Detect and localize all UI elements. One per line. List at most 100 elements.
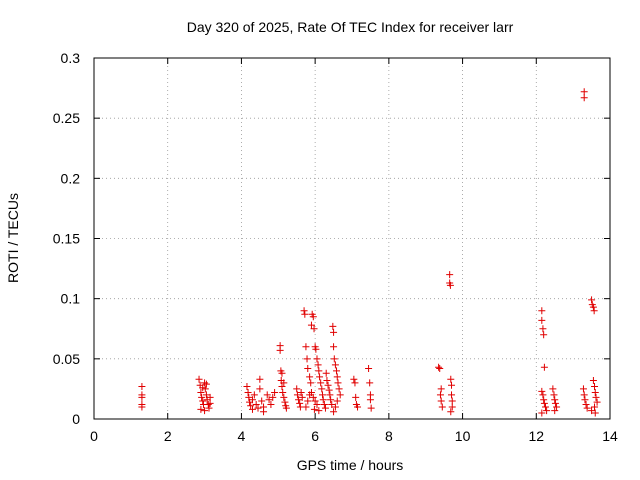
data-point — [539, 325, 547, 333]
grid-lines — [94, 58, 610, 419]
data-point — [580, 391, 588, 399]
data-point — [310, 325, 318, 333]
data-point — [256, 385, 264, 393]
data-point — [256, 375, 264, 383]
data-point — [591, 403, 599, 411]
data-point — [583, 404, 591, 412]
data-point — [293, 385, 301, 393]
data-point — [307, 321, 315, 329]
data-point — [248, 396, 256, 404]
data-point — [354, 403, 362, 411]
data-point — [313, 401, 321, 409]
data-point — [316, 373, 324, 381]
data-point — [366, 396, 374, 404]
data-point — [306, 391, 314, 399]
data-point — [589, 376, 597, 384]
data-point — [314, 361, 322, 369]
data-point — [248, 405, 256, 413]
data-point — [324, 381, 332, 389]
data-point — [138, 403, 146, 411]
data-point — [333, 397, 341, 405]
data-point — [592, 393, 600, 401]
data-point — [313, 355, 321, 363]
data-point — [538, 307, 546, 315]
data-point — [551, 396, 559, 404]
data-point — [321, 404, 329, 412]
data-point — [366, 379, 374, 387]
data-point — [580, 94, 588, 102]
data-point — [591, 383, 599, 391]
data-point — [267, 401, 275, 409]
data-point — [540, 396, 548, 404]
data-point — [297, 389, 305, 397]
plot-frame — [93, 57, 611, 420]
data-point — [591, 409, 599, 417]
data-point — [437, 397, 445, 405]
data-point — [252, 401, 260, 409]
x-tick-label: 10 — [455, 428, 471, 444]
data-point — [201, 407, 209, 415]
axis-ticks — [93, 57, 611, 420]
data-point — [543, 407, 551, 415]
data-point — [282, 404, 290, 412]
data-point — [276, 346, 284, 354]
data-point — [330, 355, 338, 363]
data-point — [295, 396, 303, 404]
x-tick-label: 8 — [385, 428, 393, 444]
data-point — [198, 393, 206, 401]
data-point — [333, 367, 341, 375]
data-point — [206, 399, 214, 407]
data-point — [302, 343, 310, 351]
data-point — [281, 398, 289, 406]
tick-labels: 0 2 4 6 8 10 12 14 0 0.05 0.1 0.15 0.2 0.25 0.3 — [53, 50, 618, 444]
data-point — [542, 403, 549, 411]
data-point — [448, 397, 456, 405]
data-point — [540, 363, 548, 371]
x-tick-label: 14 — [602, 428, 618, 444]
data-point — [334, 379, 342, 387]
data-point — [245, 393, 253, 401]
data-point — [138, 393, 146, 401]
data-point — [206, 393, 214, 401]
data-point — [540, 331, 548, 339]
data-point — [300, 307, 308, 315]
data-point — [269, 393, 277, 401]
data-point — [271, 389, 279, 397]
data-point — [448, 381, 456, 389]
data-point — [243, 383, 251, 391]
data-point — [331, 361, 339, 369]
data-point — [323, 376, 331, 384]
data-point — [317, 379, 325, 387]
data-point — [579, 385, 587, 393]
y-tick-label: 0.2 — [61, 170, 81, 186]
data-point — [279, 389, 287, 397]
data-point — [329, 322, 337, 330]
data-point — [296, 399, 304, 407]
data-point — [278, 369, 286, 377]
data-point — [205, 404, 213, 412]
data-point — [263, 391, 271, 399]
data-point — [307, 379, 315, 387]
data-point — [589, 303, 597, 311]
x-tick-label: 4 — [238, 428, 246, 444]
data-point — [303, 355, 311, 363]
data-point — [581, 396, 589, 404]
data-point — [197, 389, 205, 397]
data-point — [195, 375, 203, 383]
data-point — [582, 401, 590, 409]
data-point — [330, 343, 338, 351]
data-point — [436, 391, 444, 399]
data-point — [325, 386, 333, 394]
data-point — [365, 364, 373, 372]
data-point — [280, 393, 288, 401]
data-point — [260, 408, 268, 416]
data-point — [551, 399, 559, 407]
data-point — [326, 391, 334, 399]
data-point — [446, 281, 454, 289]
data-point — [202, 391, 210, 399]
data-point — [335, 385, 343, 393]
data-point — [280, 379, 288, 387]
data-point — [312, 345, 320, 353]
data-point — [539, 391, 547, 399]
